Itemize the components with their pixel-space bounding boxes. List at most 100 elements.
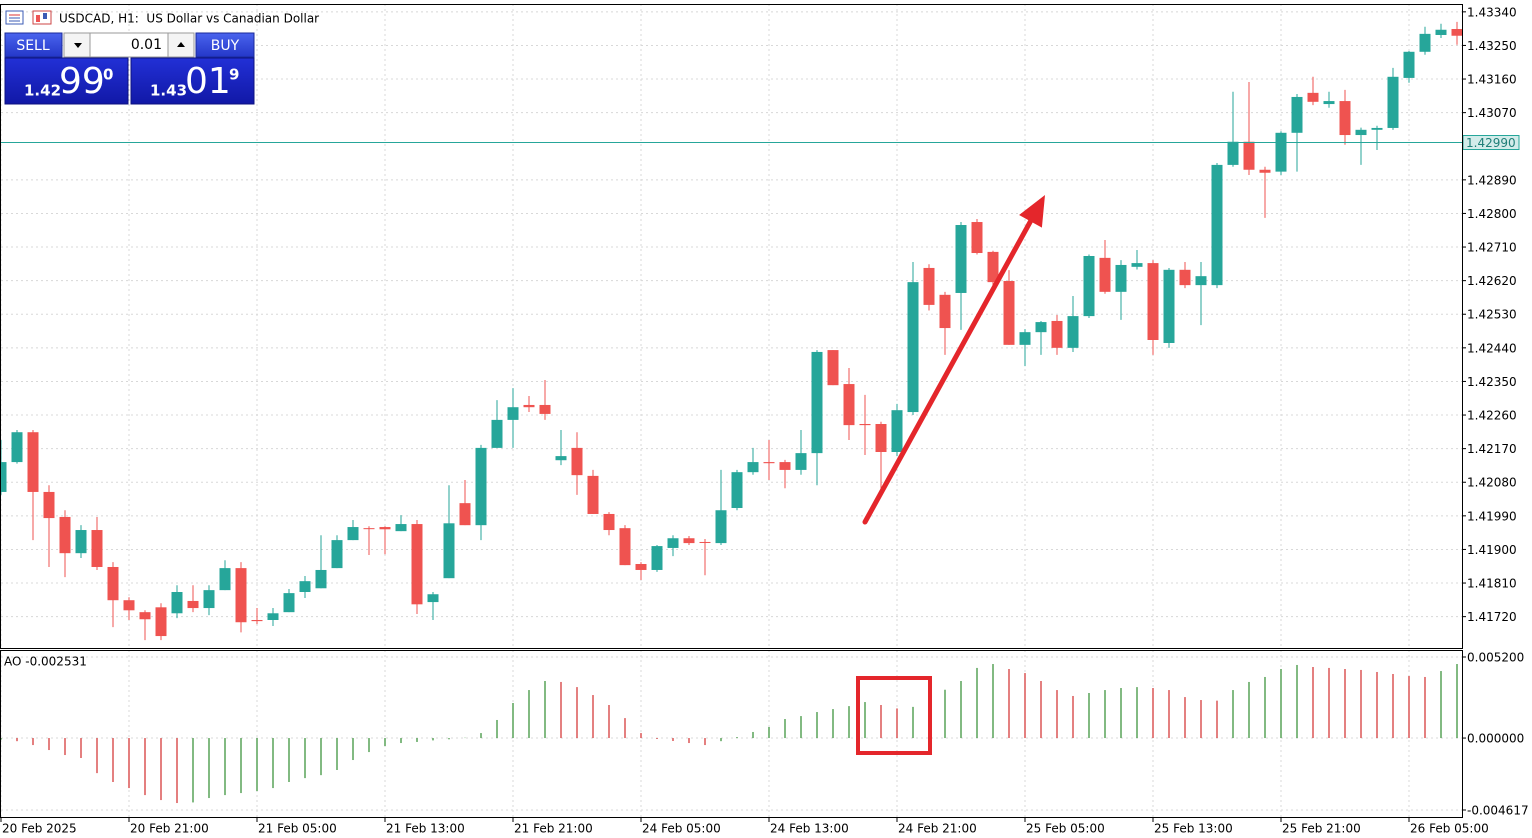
y-tick-label: 1.42800 (1467, 207, 1517, 221)
y-tick-label: 1.41720 (1467, 610, 1517, 624)
marks-layer (1, 21, 1462, 804)
icon-detail (43, 13, 47, 19)
candle-body (1051, 320, 1063, 348)
y-tick-label: 1.42890 (1467, 173, 1517, 187)
candle-body (1275, 132, 1287, 172)
lot-dropdown[interactable] (63, 32, 91, 58)
sell-button[interactable] (4, 32, 63, 58)
candle-body (27, 432, 39, 492)
candle-body (1179, 269, 1191, 286)
y-tick-label: 0.005200 (1467, 651, 1524, 665)
candle-body (1307, 92, 1319, 102)
increase-arrow (177, 42, 185, 47)
candle-body (587, 475, 599, 514)
candle-body (987, 251, 999, 283)
candle-body (763, 462, 775, 464)
candle-body (283, 593, 295, 613)
chart-title: USDCAD, H1: US Dollar vs Canadian Dollar (59, 12, 319, 26)
candle-body (1371, 127, 1383, 130)
bid-pips: 99 (59, 61, 105, 102)
candle-body (1387, 76, 1399, 128)
candle-body (139, 612, 151, 620)
x-tick-label: 20 Feb 21:00 (130, 822, 209, 836)
candle-body (731, 472, 743, 508)
y-tick-label: 1.42440 (1467, 341, 1517, 355)
x-tick-label: 21 Feb 13:00 (386, 822, 465, 836)
candle-body (315, 569, 327, 589)
y-tick-label: 1.41810 (1467, 577, 1517, 591)
candle-body (11, 432, 23, 463)
candle-body (187, 600, 199, 609)
candle-body (251, 620, 263, 622)
candle-body (123, 600, 135, 611)
candle-body (379, 527, 391, 530)
x-tick-label: 21 Feb 21:00 (514, 822, 593, 836)
candle-body (459, 503, 471, 526)
candle-body (1115, 264, 1127, 292)
y-tick-label: 1.43070 (1467, 106, 1517, 120)
candle-body (491, 419, 503, 448)
sell-label: SELL (16, 38, 50, 54)
x-tick-label: 26 Feb 05:00 (1410, 822, 1489, 836)
candle-body (1243, 141, 1255, 170)
candle-body (1339, 101, 1351, 136)
candle-body (475, 447, 487, 526)
ask-fraction: 9 (229, 66, 239, 84)
candle-body (203, 590, 215, 609)
candle-body (1355, 129, 1367, 136)
buy-button[interactable] (195, 32, 255, 58)
candle-body (171, 592, 183, 614)
candle-body (1259, 169, 1271, 173)
icon-detail (36, 15, 40, 22)
candle-body (1163, 269, 1175, 343)
candle-body (91, 530, 103, 567)
candle-body (603, 513, 615, 531)
y-tick-label: 1.41900 (1467, 543, 1517, 557)
candle-body (411, 524, 423, 605)
candle-body (1131, 263, 1143, 267)
y-tick-label: 0.000000 (1467, 732, 1524, 746)
trade-panel: SELL 0.01 BUY 1.42 99 0 1.43 01 9 (4, 32, 255, 105)
candle-body (75, 530, 87, 554)
y-tick-label: 1.43340 (1467, 5, 1517, 19)
candle-body (651, 546, 663, 570)
current-price-label: 1.42990 (1466, 136, 1516, 150)
axes-layer: 20 Feb 2025 20 Feb 21:00 21 Feb 05:00 21 Fe… (0, 5, 1529, 836)
candle-body (427, 594, 439, 603)
x-tick-label: 24 Feb 05:00 (642, 822, 721, 836)
candle-body (1323, 101, 1335, 105)
y-tick-label: -0.004617 (1467, 804, 1529, 818)
candle-body (155, 607, 167, 637)
icon-chart[interactable] (32, 10, 52, 25)
candle-body (811, 351, 823, 454)
x-tick-label: 24 Feb 21:00 (898, 822, 977, 836)
candle-body (875, 424, 887, 452)
candle-body (635, 564, 647, 570)
candle-body (395, 524, 407, 532)
candle-body (443, 523, 455, 579)
candle-body (1083, 256, 1095, 317)
x-tick-label: 21 Feb 05:00 (258, 822, 337, 836)
candle-body (1419, 33, 1431, 52)
candle-body (779, 462, 791, 470)
candle-body (795, 453, 807, 470)
bid-box[interactable] (4, 57, 129, 105)
candle-body (1403, 51, 1415, 78)
ask-box[interactable] (130, 57, 255, 105)
candle-body (1227, 141, 1239, 165)
candle-body (1211, 164, 1223, 286)
y-tick-label: 1.42170 (1467, 442, 1517, 456)
candle-body (219, 568, 231, 591)
x-tick-label: 20 Feb 2025 (2, 822, 77, 836)
candle-body (827, 350, 839, 386)
candle-body (939, 294, 951, 329)
candle-body (59, 516, 71, 554)
candle-body (555, 456, 567, 461)
bid-fraction: 0 (103, 66, 113, 84)
candle-body (891, 410, 903, 452)
candle-body (331, 540, 343, 569)
candle-body (1019, 332, 1031, 345)
candle-body (1147, 263, 1159, 340)
candle-body (571, 447, 583, 476)
